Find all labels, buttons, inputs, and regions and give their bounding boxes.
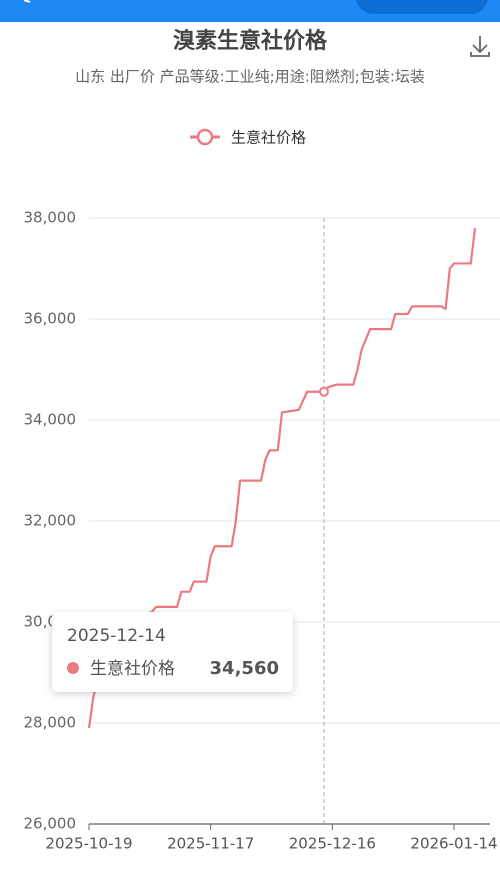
back-arrow[interactable] [23, 0, 31, 3]
tooltip-dot [67, 662, 79, 674]
tooltip: 2025-12-14 生意社价格 34,560 [52, 612, 293, 692]
y-tick-label: 34,000 [24, 411, 77, 429]
highlight-point [318, 386, 329, 397]
x-tick-label: 2025-11-17 [167, 835, 254, 853]
tooltip-box [52, 612, 293, 692]
tooltip-date: 2025-12-14 [67, 626, 166, 646]
y-tick-label: 38,000 [24, 209, 77, 227]
y-tick-label: 26,000 [24, 815, 77, 833]
top-button[interactable] [356, 0, 488, 14]
x-tick-label: 2025-12-16 [289, 835, 376, 853]
x-tick-label: 2025-10-19 [45, 835, 132, 853]
legend-label: 生意社价格 [231, 129, 306, 147]
legend-symbol [196, 128, 214, 146]
chart-title: 溴素生意社价格 [173, 28, 328, 54]
series-line [87, 227, 477, 729]
tooltip-name: 生意社价格 [90, 659, 175, 679]
y-tick-label: 28,000 [24, 714, 77, 732]
x-tick-label: 2026-01-14 [410, 835, 497, 853]
y-tick-label: 36,000 [24, 310, 77, 328]
y-tick-label: 32,000 [24, 512, 77, 530]
chart-subtitle: 山东 出厂价 产品等级:工业纯;用途:阻燃剂;包装:坛装 [75, 68, 425, 86]
download-icon[interactable] [470, 36, 490, 57]
tooltip-value: 34,560 [210, 658, 279, 679]
